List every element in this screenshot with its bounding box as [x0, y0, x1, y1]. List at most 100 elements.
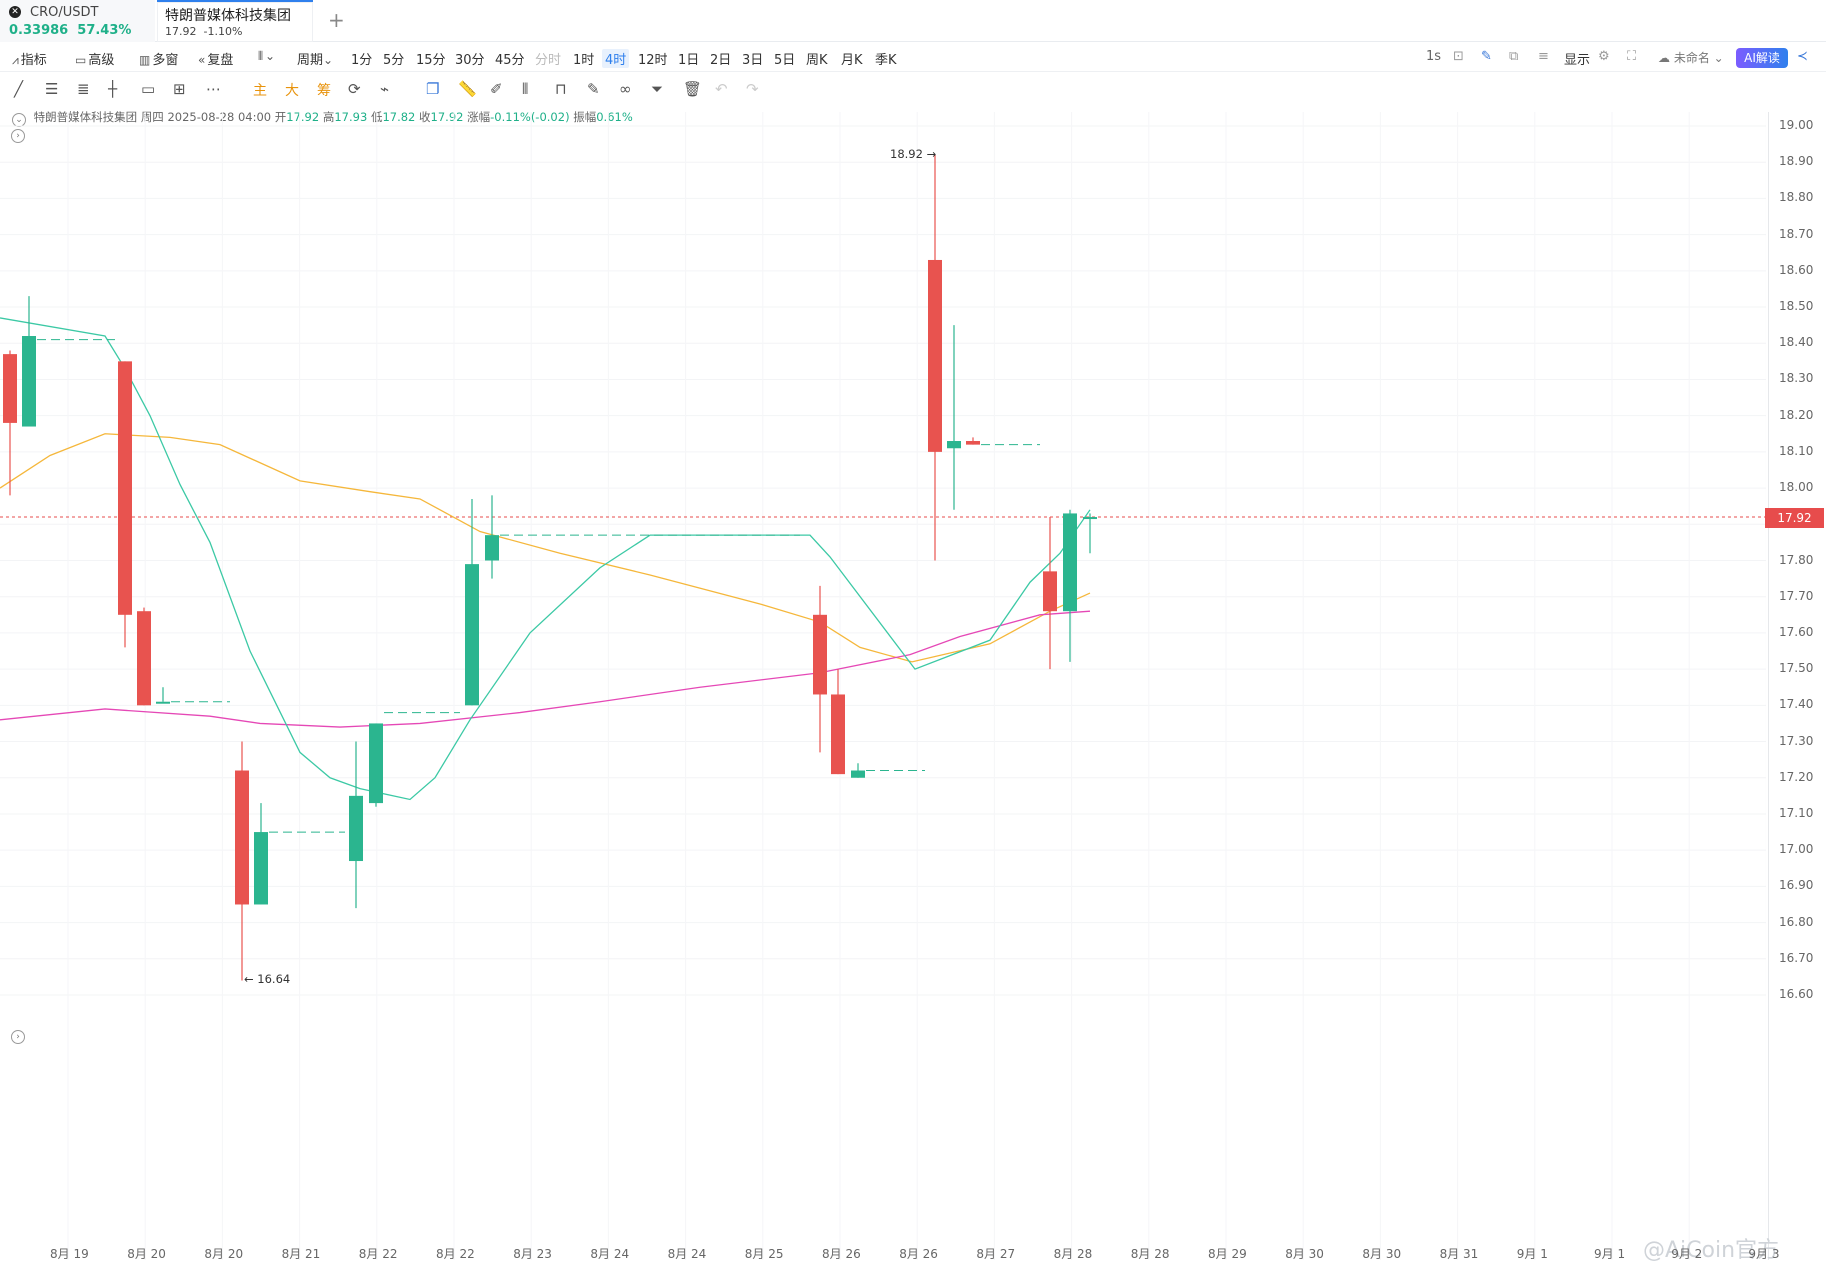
low-annotation: ← 16.64	[244, 972, 291, 986]
candle	[1043, 517, 1057, 670]
datetime: 2025-08-28 04:00	[167, 110, 272, 124]
price-tick-label: 18.60	[1779, 262, 1814, 277]
time-tick-label: 8月 23	[513, 1247, 552, 1261]
line-tool-icon[interactable]: ╱	[14, 80, 24, 98]
price-tick-label: 17.50	[1779, 661, 1814, 676]
multi-window-button[interactable]: ▥ 多窗	[139, 53, 179, 68]
change-value: -0.11%(-0.02)	[490, 110, 570, 124]
undo-icon[interactable]: ↶	[715, 80, 728, 98]
highlighter-icon[interactable]: ✐	[490, 80, 503, 98]
candle-body	[254, 832, 268, 905]
filter-icon[interactable]: ⏷	[651, 80, 664, 98]
price-tick-label: 18.50	[1779, 299, 1814, 314]
horizontal-line-icon[interactable]: ┼	[108, 80, 118, 98]
replay-button[interactable]: «复盘	[198, 53, 234, 68]
redo-icon[interactable]: ↷	[746, 80, 759, 98]
candle-body	[235, 770, 249, 905]
interval-1d[interactable]: 1日	[678, 53, 700, 68]
magnet-icon[interactable]: ⟳	[348, 80, 361, 98]
price-tick-label: 17.10	[1779, 805, 1814, 820]
main-overlay-button[interactable]: 主	[253, 83, 267, 99]
candle	[947, 325, 961, 510]
candle	[465, 498, 479, 706]
ruler-icon[interactable]: 📏	[458, 80, 477, 98]
candle	[349, 741, 363, 909]
display-button[interactable]: 显示	[1564, 53, 1591, 68]
share-icon[interactable]: ≺	[1797, 49, 1808, 64]
big-order-button[interactable]: 大	[285, 83, 299, 99]
ohlc-info: ⌄ 特朗普媒体科技集团 周四 2025-08-28 04:00 开17.92 高…	[12, 109, 633, 127]
settings-icon[interactable]: ⚙	[1598, 49, 1610, 64]
candle-body	[118, 361, 132, 615]
measure-icon[interactable]: ⊞	[173, 80, 186, 98]
last-price-tag: 17.92	[1765, 508, 1824, 528]
tab-trump-media[interactable]: 特朗普媒体科技集团 17.92 -1.10%	[157, 0, 313, 42]
interval-5d[interactable]: 5日	[774, 53, 796, 68]
interval-3d[interactable]: 3日	[742, 53, 764, 68]
interval-month[interactable]: 月K	[841, 53, 863, 68]
rewind-icon: «	[198, 53, 206, 67]
expand-icon[interactable]: ›	[11, 1030, 25, 1044]
price-tick-label: 18.10	[1779, 443, 1814, 458]
lock-icon[interactable]: ⊓	[555, 80, 567, 98]
parallel-lines-icon[interactable]: ☰	[45, 80, 59, 98]
interval-4h[interactable]: 4时	[602, 49, 630, 68]
brush-icon[interactable]: ⌁	[380, 80, 390, 98]
expand-icon[interactable]: ›	[11, 129, 25, 143]
interval-5m[interactable]: 5分	[383, 53, 405, 68]
candle-body	[1083, 517, 1097, 520]
interval-week[interactable]: 周K	[806, 53, 828, 68]
interval-12h[interactable]: 12时	[638, 53, 668, 68]
more-tools-icon[interactable]: ⋯	[206, 80, 221, 98]
tab-price: 17.92 -1.10%	[165, 25, 243, 38]
interval-1h[interactable]: 1时	[573, 53, 595, 68]
trash-icon[interactable]: 🗑	[683, 80, 703, 98]
candle-body	[966, 441, 980, 445]
cloud-save-button[interactable]: ☁ 未命名 ⌄	[1658, 51, 1724, 65]
open-value: 17.92	[286, 110, 320, 124]
copy-icon[interactable]: ❐	[426, 80, 440, 98]
price-axis[interactable]: 19.00 18.90 18.80 18.70 18.60 18.50 18.40 18.30…	[1768, 112, 1826, 1260]
add-tab-icon[interactable]: +	[328, 8, 345, 32]
fib-lines-icon[interactable]: ≣	[77, 80, 90, 98]
chevron-down-icon: ⌄	[1709, 51, 1724, 65]
pen-icon[interactable]: ✎	[1481, 49, 1492, 64]
tick-speed[interactable]: 1s	[1426, 49, 1442, 64]
close-icon[interactable]: ✕	[9, 6, 21, 18]
interval-30m[interactable]: 30分	[455, 53, 485, 68]
interval-1m[interactable]: 1分	[351, 53, 373, 68]
tab-bar: ✕ CRO/USDT 0.33986 57.43% 特朗普媒体科技集团 17.9…	[0, 0, 1826, 42]
ai-interpret-button[interactable]: AI解读	[1736, 48, 1788, 68]
interval-15m[interactable]: 15分	[416, 53, 446, 68]
edit-icon[interactable]: ✎	[587, 80, 600, 98]
watermark: @AiCoin官方	[1643, 1238, 1780, 1263]
close-value: 17.92	[430, 110, 464, 124]
candlestick-chart[interactable]	[0, 112, 1766, 1260]
fullscreen-icon[interactable]: ⛶	[1627, 49, 1637, 64]
indicator-button[interactable]: ⩘ 指标	[12, 53, 47, 68]
chips-button[interactable]: 筹	[317, 83, 331, 99]
camera-icon[interactable]: ⊡	[1453, 49, 1464, 64]
price-tick-label: 16.80	[1779, 914, 1814, 929]
advanced-button[interactable]: ▭ 高级	[75, 53, 115, 68]
link-icon[interactable]: ∞	[619, 80, 632, 98]
interval-timeshare[interactable]: 分时	[535, 53, 562, 68]
chart-type-button[interactable]: ⫴ ⌄	[258, 49, 277, 64]
candle	[928, 154, 942, 561]
list-icon[interactable]: ≡	[1538, 49, 1549, 64]
rectangle-icon[interactable]: ▭	[141, 80, 156, 98]
compare-icon[interactable]: ⫴	[522, 80, 529, 98]
time-tick-label: 8月 29	[1208, 1247, 1247, 1261]
window-icon[interactable]: ⧉	[1509, 49, 1519, 64]
indicator-icon: ⩘	[12, 53, 19, 67]
tab-cro-usdt[interactable]: ✕ CRO/USDT 0.33986 57.43%	[0, 0, 155, 42]
time-tick-label: 8月 21	[281, 1247, 321, 1261]
time-tick-label: 9月 1	[1516, 1247, 1548, 1261]
interval-season[interactable]: 季K	[875, 53, 897, 68]
price-tick-label: 16.60	[1779, 987, 1814, 1001]
time-tick-label: 8月 22	[436, 1247, 475, 1261]
interval-2d[interactable]: 2日	[710, 53, 732, 68]
period-dropdown[interactable]: 周期 ⌄	[297, 53, 334, 68]
moving-averages	[0, 317, 1091, 801]
interval-45m[interactable]: 45分	[495, 53, 525, 68]
